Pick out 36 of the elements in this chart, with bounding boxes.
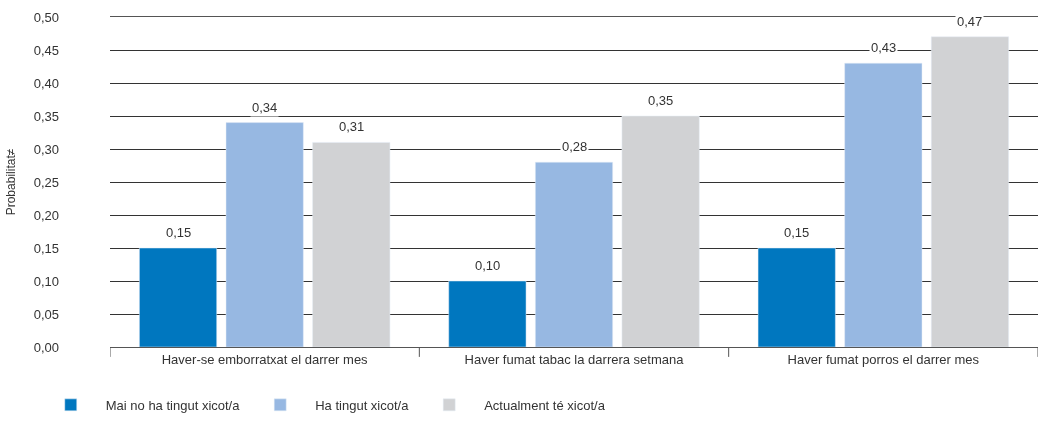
bar <box>139 247 217 347</box>
data-label: 0,28 <box>562 139 588 154</box>
y-tick-label: 0,50 <box>33 9 59 25</box>
legend-label: Mai no ha tingut xicot/a <box>105 397 241 413</box>
y-tick-label: 0,35 <box>33 108 59 124</box>
bar <box>312 142 391 347</box>
y-tick-label: 0,25 <box>33 174 59 190</box>
x-tick-label: Haver-se emborratxat el darrer mes <box>161 351 369 367</box>
y-tick-label: 0,10 <box>33 273 59 289</box>
bar <box>844 62 923 347</box>
x-tick-label: Haver fumat porros el darrer mes <box>787 351 980 367</box>
y-tick-label: 0,45 <box>33 42 59 58</box>
data-label: 0,10 <box>475 258 501 273</box>
legend-label: Ha tingut xicot/a <box>315 397 410 413</box>
data-label: 0,35 <box>648 93 674 108</box>
bar <box>757 247 836 347</box>
data-label: 0,47 <box>957 14 983 29</box>
bar <box>621 115 700 347</box>
data-label: 0,43 <box>871 40 897 55</box>
bar <box>535 161 613 347</box>
y-axis-title: Probabilitat≠ <box>3 148 18 216</box>
x-tick-label: Haver fumat tabac la darrera setmana <box>464 351 685 367</box>
y-tick-label: 0,05 <box>33 306 59 322</box>
data-label: 0,15 <box>166 225 192 240</box>
bar <box>448 280 527 347</box>
data-label: 0,34 <box>252 100 278 115</box>
y-tick-label: 0,00 <box>33 339 59 355</box>
bar <box>931 36 1009 347</box>
data-label: 0,31 <box>339 119 365 134</box>
y-tick-label: 0,15 <box>33 240 59 256</box>
y-tick-label: 0,30 <box>33 141 59 157</box>
bar <box>225 122 304 347</box>
legend-label: Actualment té xicot/a <box>484 397 606 413</box>
y-tick-label: 0,20 <box>33 207 59 223</box>
data-label: 0,15 <box>784 225 810 240</box>
y-tick-label: 0,40 <box>33 75 59 91</box>
